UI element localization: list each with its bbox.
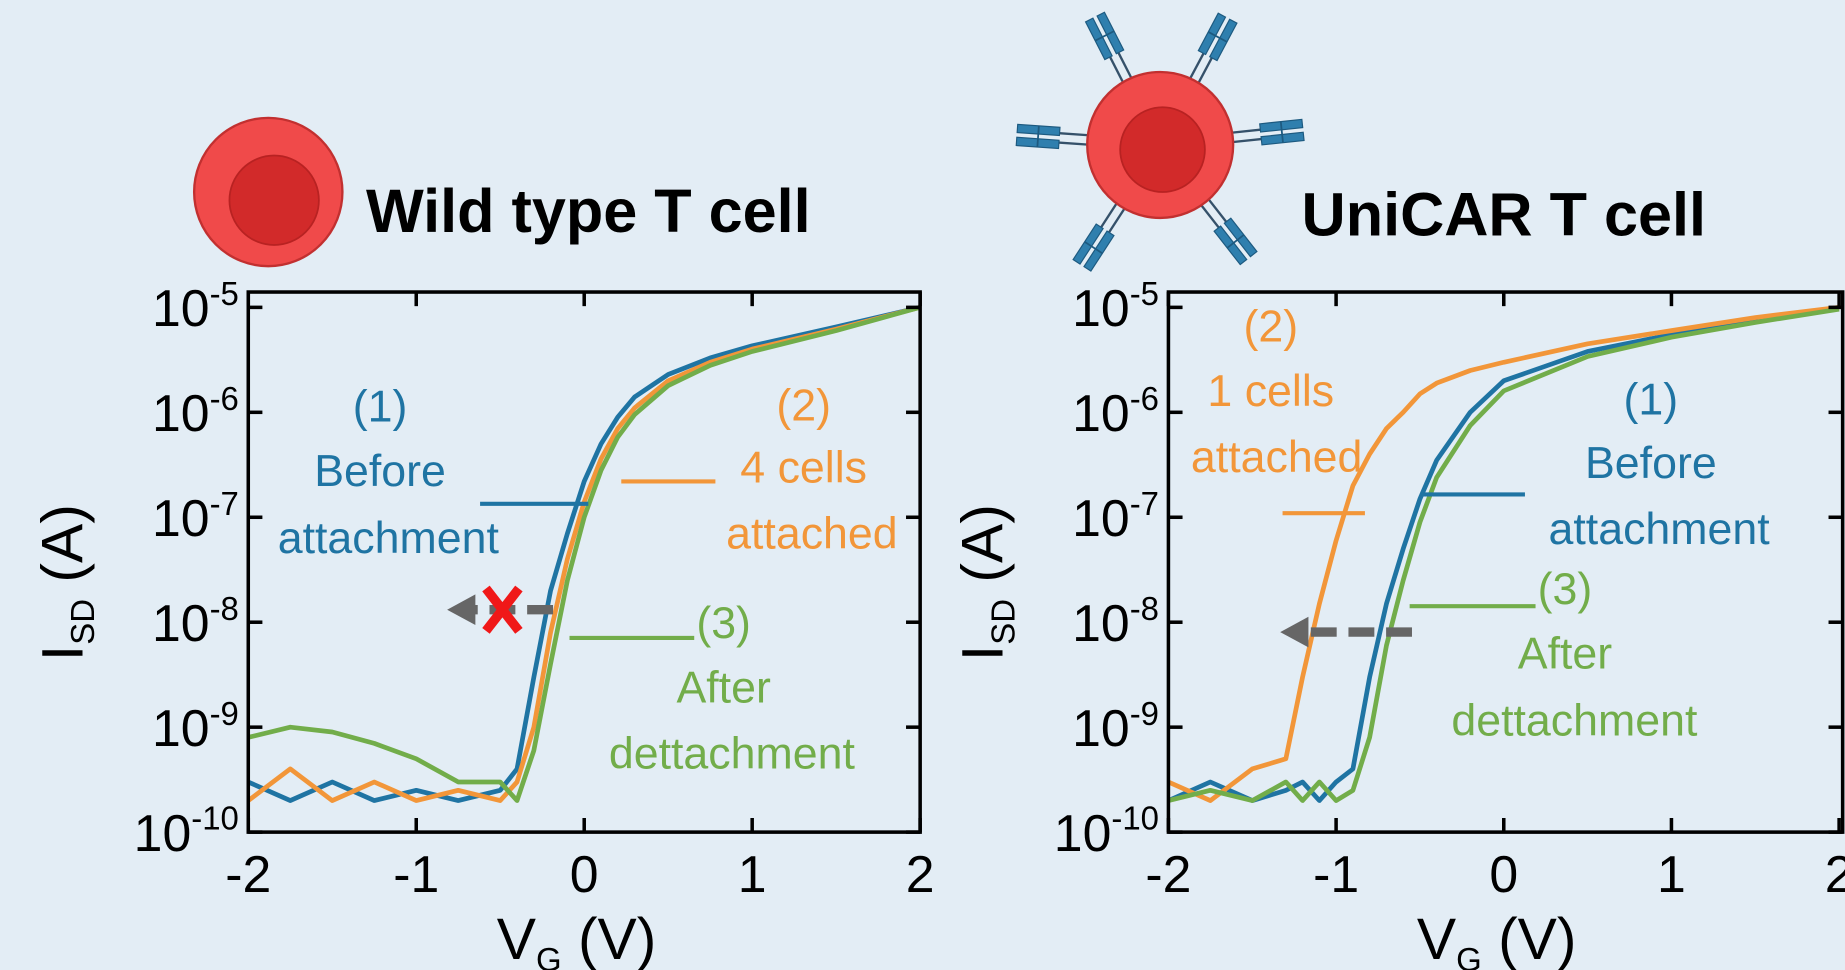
- y-tick-base: 10: [1072, 489, 1130, 547]
- y-tick-exponent: -6: [1130, 380, 1159, 417]
- wild-type-cell-icon: [194, 118, 342, 266]
- y-tick-exponent: -5: [1130, 275, 1159, 312]
- annotation: attachment: [278, 514, 500, 563]
- x-axis-label: VG (V): [497, 907, 657, 970]
- annotation: After: [676, 664, 771, 713]
- y-tick-label: 10-8: [152, 590, 239, 652]
- unicar-cell-icon: [1016, 12, 1304, 271]
- y-axis-label: ISD (A): [30, 504, 101, 661]
- x-tick-label: -1: [393, 845, 439, 903]
- page: {"chart_data": [ {"type": "line", "title…: [0, 0, 1845, 970]
- y-tick-base: 10: [152, 279, 210, 337]
- annotation: attached: [1191, 433, 1363, 482]
- y-tick-label: 10-10: [134, 800, 239, 862]
- x-tick-label: 2: [906, 845, 935, 903]
- y-tick-exponent: -9: [1130, 695, 1159, 732]
- label-unit: (V): [1482, 907, 1577, 970]
- y-tick-label: 10-6: [1072, 380, 1159, 442]
- y-tick-exponent: -7: [1130, 485, 1159, 522]
- y-tick-label: 10-8: [1072, 590, 1159, 652]
- chart-title: UniCAR T cell: [1302, 181, 1706, 249]
- x-tick-label: 0: [570, 845, 599, 903]
- y-tick-label: 10-7: [1072, 485, 1159, 547]
- arrow-head: [447, 594, 475, 625]
- annotation: Before: [1585, 439, 1717, 488]
- annotation: dettachment: [609, 730, 856, 779]
- y-tick-label: 10-7: [152, 485, 239, 547]
- annotation: Before: [314, 447, 446, 496]
- y-tick-base: 10: [1054, 804, 1112, 862]
- annotation: (3): [1538, 565, 1593, 614]
- y-tick-label: 10-9: [1072, 695, 1159, 757]
- y-axis-label: ISD (A): [951, 504, 1022, 661]
- y-tick-label: 10-5: [1072, 275, 1159, 337]
- y-tick-base: 10: [152, 489, 210, 547]
- y-tick-exponent: -7: [210, 485, 239, 522]
- y-tick-base: 10: [134, 804, 192, 862]
- annotation: After: [1518, 630, 1613, 679]
- y-tick-label: 10-10: [1054, 800, 1159, 862]
- y-tick-base: 10: [152, 699, 210, 757]
- x-tick-label: -2: [225, 845, 271, 903]
- annotation: 1 cells: [1207, 367, 1334, 416]
- y-tick-exponent: -5: [210, 275, 239, 312]
- annotation: dettachment: [1451, 697, 1698, 746]
- annotation: 4 cells: [740, 444, 867, 493]
- y-tick-label: 10-6: [152, 380, 239, 442]
- annotation: (2): [776, 381, 831, 430]
- chart: Wild type T cell10-1010-910-810-710-610-…: [30, 177, 934, 970]
- chart: UniCAR T cell10-1010-910-810-710-610-5-2…: [951, 181, 1845, 970]
- x-tick-label: 1: [1657, 845, 1686, 903]
- y-tick-base: 10: [152, 384, 210, 442]
- y-tick-exponent: -10: [1111, 800, 1159, 837]
- annotation: attachment: [1549, 505, 1771, 554]
- y-tick-base: 10: [1072, 384, 1130, 442]
- x-tick-label: -1: [1313, 845, 1359, 903]
- label-sub: G: [536, 941, 562, 970]
- label-unit: (A): [30, 504, 95, 599]
- y-tick-label: 10-5: [152, 275, 239, 337]
- y-tick-base: 10: [1072, 279, 1130, 337]
- y-tick-exponent: -9: [210, 695, 239, 732]
- y-tick-exponent: -8: [1130, 590, 1159, 627]
- annotation: (1): [353, 382, 408, 431]
- arrow-head: [1280, 617, 1308, 648]
- y-tick-base: 10: [1072, 699, 1130, 757]
- x-tick-label: -2: [1145, 845, 1191, 903]
- y-tick-base: 10: [1072, 594, 1130, 652]
- x-tick-label: 0: [1489, 845, 1518, 903]
- label-main: I: [30, 645, 95, 661]
- figure: Wild type T cell10-1010-910-810-710-610-…: [0, 0, 1845, 970]
- chart-title: Wild type T cell: [366, 177, 811, 245]
- label-main: I: [951, 645, 1016, 661]
- annotation: (1): [1624, 375, 1679, 424]
- label-sub: SD: [984, 599, 1021, 645]
- y-tick-base: 10: [152, 594, 210, 652]
- y-tick-exponent: -10: [191, 800, 239, 837]
- x-tick-label: 2: [1825, 845, 1845, 903]
- label-unit: (A): [951, 504, 1016, 599]
- x-axis-label: VG (V): [1417, 907, 1577, 970]
- label-sub: SD: [64, 599, 101, 645]
- x-tick-label: 1: [738, 845, 767, 903]
- annotation: (2): [1243, 302, 1298, 351]
- label-unit: (V): [562, 907, 657, 970]
- y-tick-label: 10-9: [152, 695, 239, 757]
- annotation: (3): [696, 599, 751, 648]
- label-main: V: [497, 907, 536, 970]
- annotation: attached: [726, 510, 898, 559]
- label-main: V: [1417, 907, 1456, 970]
- label-sub: G: [1456, 941, 1482, 970]
- y-tick-exponent: -8: [210, 590, 239, 627]
- y-tick-exponent: -6: [210, 380, 239, 417]
